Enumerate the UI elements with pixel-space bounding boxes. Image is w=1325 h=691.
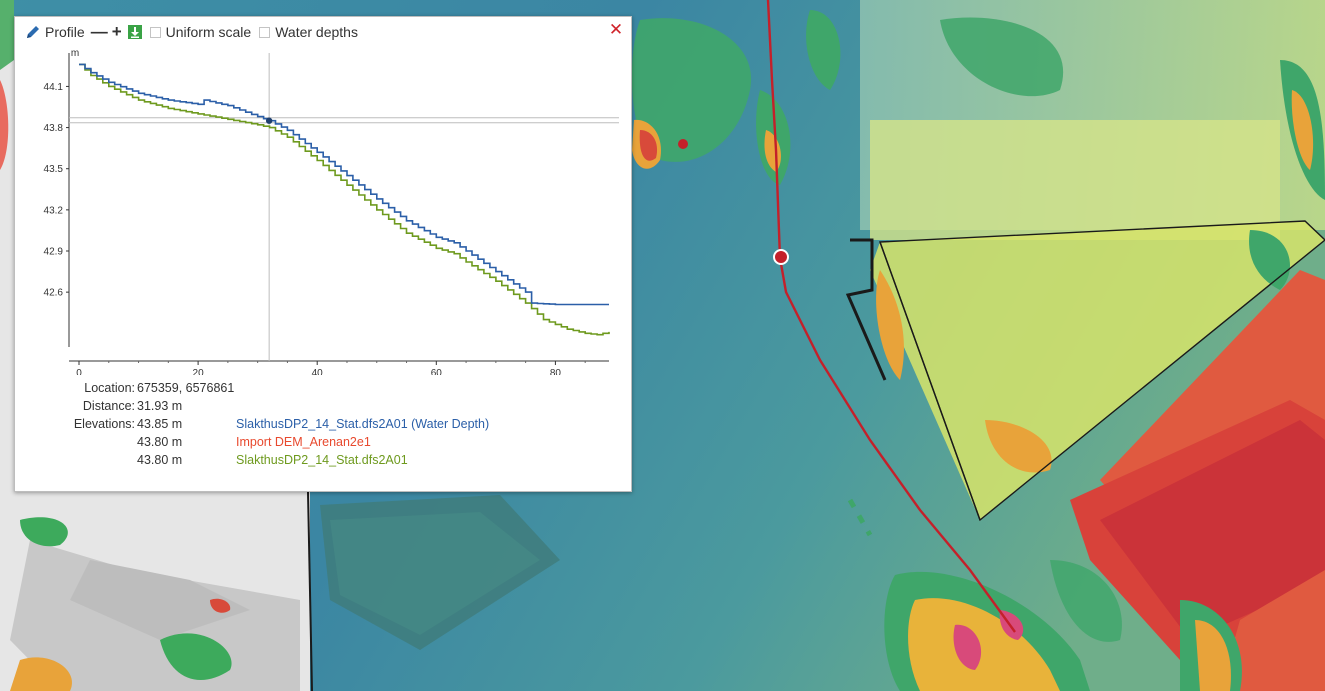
y-tick-label: 42.9 xyxy=(44,247,64,258)
location-label: Location: xyxy=(84,381,135,395)
profile-cursor-marker xyxy=(773,249,789,265)
y-tick-label: 43.2 xyxy=(44,205,64,216)
elevation-value: 43.80 m xyxy=(137,453,183,467)
map-point-marker xyxy=(678,139,688,149)
profile-title: Profile xyxy=(45,24,85,40)
x-tick-label: 40 xyxy=(312,368,324,375)
y-tick-label: 44.1 xyxy=(44,82,64,93)
x-tick-label: 80 xyxy=(550,368,562,375)
y-tick-label: 42.6 xyxy=(44,288,64,299)
distance-value: 31.93 m xyxy=(137,399,183,413)
water-depths-checkbox[interactable]: Water depths xyxy=(259,24,358,40)
series-line xyxy=(79,63,610,336)
profile-line xyxy=(766,0,1016,633)
elevation-series-name: SlakthusDP2_14_Stat.dfs2A01 xyxy=(236,453,408,467)
water-depths-label: Water depths xyxy=(275,24,358,40)
profile-panel: Profile — + Uniform scale Water depths ✕… xyxy=(14,16,632,492)
profile-toolbar: Profile — + Uniform scale Water depths xyxy=(15,17,631,47)
distance-label: Distance: xyxy=(82,399,135,413)
download-icon xyxy=(130,26,139,38)
close-icon[interactable]: ✕ xyxy=(608,20,624,39)
y-tick-label: 43.8 xyxy=(44,123,64,134)
uniform-scale-checkbox[interactable]: Uniform scale xyxy=(149,24,252,40)
x-tick-label: 0 xyxy=(76,368,82,375)
uniform-scale-box[interactable] xyxy=(149,26,161,38)
y-tick-label: 43.5 xyxy=(44,164,64,175)
elevations-label: Elevations: xyxy=(73,417,135,431)
download-button[interactable] xyxy=(127,25,142,39)
x-tick-label: 20 xyxy=(193,368,205,375)
x-tick-label: 60 xyxy=(431,368,443,375)
elevation-series-name: Import DEM_Arenan2e1 xyxy=(236,435,371,449)
series-line xyxy=(79,63,609,306)
water-depths-box[interactable] xyxy=(259,26,271,38)
zoom-in-button[interactable]: + xyxy=(111,22,122,41)
location-value: 675359, 6576861 xyxy=(137,381,235,395)
uniform-scale-label: Uniform scale xyxy=(165,24,252,40)
y-axis-unit-label: m xyxy=(71,48,79,59)
pencil-icon[interactable] xyxy=(25,24,41,40)
profile-chart[interactable]: m 44.1 43.8 43.5 43.2 42.9 42.6 0 20 40 60 80 xyxy=(15,45,633,375)
elevation-value: 43.85 m xyxy=(137,417,183,431)
elevation-value: 43.80 m xyxy=(137,435,183,449)
elevation-series-name: SlakthusDP2_14_Stat.dfs2A01 (Water Depth… xyxy=(236,417,490,431)
cursor-dot xyxy=(265,117,273,124)
zoom-out-button[interactable]: — xyxy=(90,22,108,41)
